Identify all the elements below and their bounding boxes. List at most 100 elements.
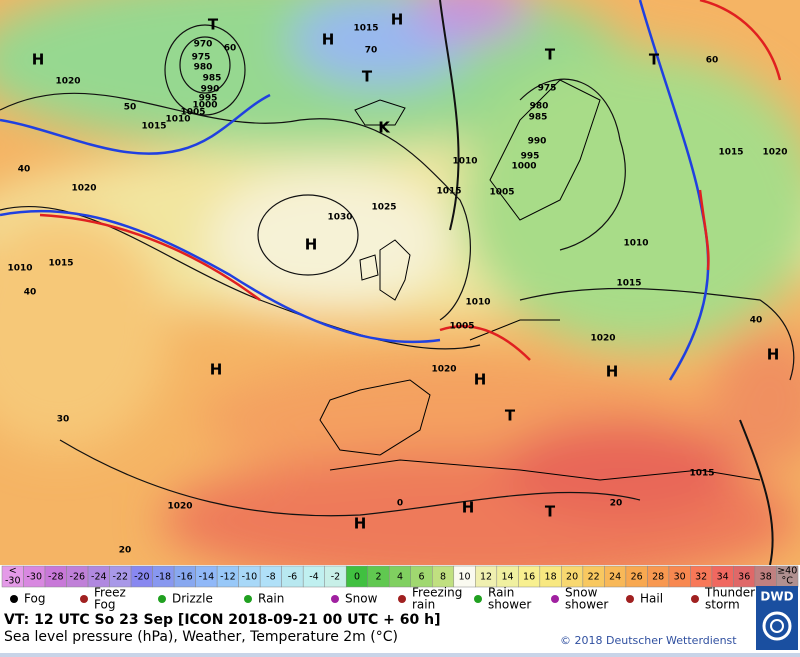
scale-label: -12	[220, 572, 236, 583]
legend-symbol	[626, 595, 634, 603]
scale-label: °C	[782, 576, 794, 587]
pressure-center: T	[649, 51, 660, 69]
legend-label: Fog	[24, 592, 45, 606]
pressure-center: H	[391, 11, 404, 29]
legend-label: storm	[705, 598, 740, 612]
isobar-label: 60	[706, 56, 719, 66]
legend-symbol	[474, 595, 482, 603]
isobar-label: 40	[24, 288, 37, 298]
pressure-center: H	[32, 51, 45, 69]
scale-label: 22	[588, 572, 600, 583]
legend-label: Fog	[94, 598, 115, 612]
isobar-label: 1010	[165, 115, 190, 125]
scale-label: 2	[375, 572, 381, 583]
legend-label: Thunder	[704, 586, 755, 600]
isobar-label: 20	[119, 546, 132, 556]
coast-ireland	[359, 254, 379, 281]
legend-symbol	[244, 595, 252, 603]
isobar-label: 1015	[48, 259, 73, 269]
map-area: 9709759809859909951000100510101015506010…	[0, 0, 800, 565]
legend-label: Hail	[640, 592, 663, 606]
logo-mark	[770, 619, 784, 633]
isobar-label: 1015	[689, 469, 714, 479]
pressure-center: T	[505, 407, 516, 425]
scale-label: 8	[440, 572, 446, 583]
pressure-center: H	[767, 346, 780, 364]
isobar-label: 1010	[623, 239, 648, 249]
isobar-label: 50	[124, 103, 137, 113]
color-scale: <-30 -30 -28 -26 -24 -22 -20 -18 -16 -14 -12 -10 -8-…	[1, 566, 799, 588]
scale-label: -10	[242, 572, 258, 583]
warm-front	[439, 325, 531, 361]
coastlines	[319, 79, 761, 481]
isobar-label: 975	[192, 53, 211, 63]
isobar-label: 975	[538, 84, 557, 94]
coast-scandinavia	[489, 79, 601, 221]
scale-label: 6	[418, 572, 424, 583]
scale-label: -26	[70, 572, 86, 583]
scale-label: 16	[523, 572, 535, 583]
isobar-label: 1010	[452, 157, 477, 167]
pressure-center: H	[354, 515, 367, 533]
isobar-thick	[439, 0, 460, 231]
cold-front	[0, 209, 441, 344]
warm-front	[39, 213, 261, 302]
isobar	[164, 24, 246, 116]
isobar-label: 1030	[327, 213, 352, 223]
isobar-label: 1015	[718, 148, 743, 158]
pressure-center: H	[210, 361, 223, 379]
scale-label: 20	[566, 572, 578, 583]
scale-label: 18	[545, 572, 557, 583]
coast-britain	[379, 239, 411, 301]
isobar-label: 40	[750, 316, 763, 326]
isobar	[0, 92, 471, 321]
isobar-label: 1000	[192, 101, 217, 111]
legend-label: Rain	[488, 586, 514, 600]
isobar-label: 980	[530, 102, 549, 112]
isobar-label: 1020	[590, 334, 615, 344]
isobar-label: 1010	[7, 264, 32, 274]
occlusion	[698, 189, 710, 271]
isobar	[257, 194, 359, 276]
legend-label: shower	[565, 598, 608, 612]
legend-label: Snow	[345, 592, 378, 606]
isobar-label: 40	[18, 165, 31, 175]
scale-label: 24	[609, 572, 621, 583]
isobar-label: 0	[397, 499, 403, 509]
warm-front	[699, 0, 782, 81]
isobar-label: 990	[201, 85, 220, 95]
legend-symbol	[158, 595, 166, 603]
pressure-center: T	[545, 46, 556, 64]
scale-label: -2	[331, 572, 340, 583]
scale-label: -4	[309, 572, 318, 583]
pressure-center: K	[378, 119, 391, 137]
scale-label: -30	[5, 576, 21, 587]
coast-iceland	[354, 99, 406, 126]
coast-africa	[329, 319, 761, 481]
scale-label: 12	[480, 572, 492, 583]
temperature-field	[0, 0, 800, 565]
scale-label: -8	[266, 572, 275, 583]
isobar-label: 20	[610, 499, 623, 509]
legend-label: Snow	[565, 586, 598, 600]
legend-symbol	[691, 595, 699, 603]
isobar-label: 1005	[449, 322, 474, 332]
legend-label: Rain	[258, 592, 284, 606]
isobar-label: 60	[224, 44, 237, 54]
pressure-center: H	[305, 236, 318, 254]
legend-label: Drizzle	[172, 592, 213, 606]
legend-label: shower	[488, 598, 531, 612]
isobar	[179, 36, 231, 94]
pressure-center: H	[322, 31, 335, 49]
cold-front	[0, 93, 271, 155]
scale-label: -14	[199, 572, 215, 583]
scale-label: -18	[156, 572, 172, 583]
isobar-label: 1010	[465, 298, 490, 308]
isobar-label: 970	[194, 40, 213, 50]
legend-symbol	[10, 595, 18, 603]
scale-label: -22	[113, 572, 129, 583]
scale-label: 10	[458, 572, 470, 583]
valid-time: VT: 12 UTC So 23 Sep [ICON 2018-09-21 00…	[4, 612, 440, 628]
scale-label: -28	[48, 572, 64, 583]
